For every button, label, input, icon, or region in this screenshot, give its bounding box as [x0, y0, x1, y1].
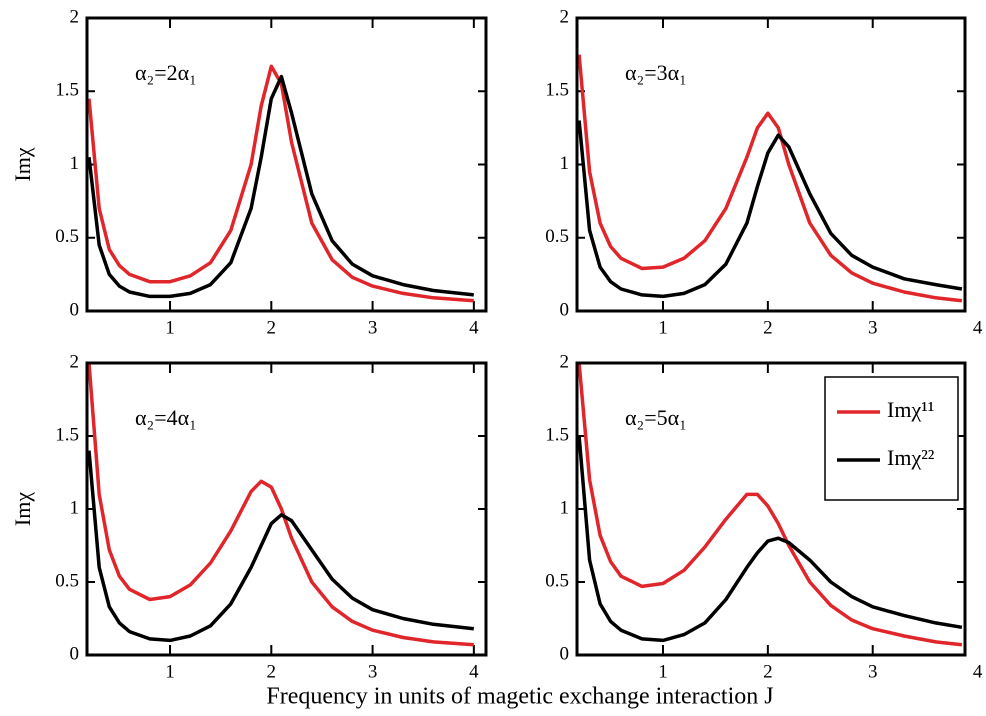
y-tick-label: 1.5 — [545, 424, 569, 445]
x-tick-label: 1 — [165, 661, 175, 682]
curve — [87, 450, 474, 643]
y-axis-label: Imχ — [10, 492, 35, 526]
x-tick-label: 3 — [368, 317, 378, 338]
x-tick-label: 2 — [267, 661, 277, 682]
y-tick-label: 0 — [70, 299, 80, 320]
y-tick-label: 2 — [560, 351, 570, 372]
legend-label: Imχ²² — [887, 445, 935, 470]
curve — [87, 64, 474, 303]
x-tick-label: 3 — [368, 661, 378, 682]
subplot: 0 0.5 1 1.5 2 1 2 3 4 α₂=5α₁ Imχ¹¹ Imχ²² — [545, 351, 983, 682]
x-tick-label: 2 — [763, 661, 773, 682]
y-tick-label: 0.5 — [55, 226, 79, 247]
y-tick-label: 0 — [560, 299, 570, 320]
curve — [577, 435, 963, 643]
annotation: α₂=3α₁ — [625, 60, 687, 85]
subplot: 0 0.5 1 1.5 2 1 2 3 4 α₂=3α₁ — [545, 6, 983, 338]
x-tick-label: 1 — [658, 661, 668, 682]
y-tick-label: 0.5 — [55, 570, 79, 591]
x-tick-label: 1 — [658, 317, 668, 338]
annotation: α₂=2α₁ — [135, 60, 197, 85]
x-tick-label: 4 — [973, 661, 983, 682]
curve — [577, 363, 963, 647]
y-tick-label: 2 — [560, 6, 570, 27]
x-tick-label: 1 — [165, 317, 175, 338]
curves — [577, 54, 963, 303]
subplot: 0 0.5 1 1.5 2 1 2 3 4 Imχ α₂=2α₁ — [10, 6, 488, 338]
subplot: 0 0.5 1 1.5 2 1 2 3 4 Imχ α₂=4α₁ — [10, 351, 488, 682]
curve — [577, 54, 963, 303]
curves — [87, 64, 474, 303]
y-tick-label: 1 — [560, 153, 570, 174]
curve — [87, 74, 474, 299]
plot-frame — [575, 361, 967, 657]
annotation: α₂=5α₁ — [625, 405, 687, 430]
y-tick-label: 1 — [70, 153, 80, 174]
x-tick-label: 4 — [469, 317, 479, 338]
y-tick-label: 2 — [70, 351, 80, 372]
plot-frame — [85, 361, 488, 657]
y-tick-label: 0 — [560, 643, 570, 664]
plot-frame — [575, 16, 967, 313]
y-tick-label: 1 — [560, 497, 570, 518]
y-tick-label: 0 — [70, 643, 80, 664]
y-tick-label: 1.5 — [55, 80, 79, 101]
curve — [87, 363, 474, 647]
legend-box — [824, 376, 959, 501]
curve — [577, 120, 963, 299]
x-tick-label: 4 — [973, 317, 983, 338]
x-tick-label: 2 — [267, 317, 277, 338]
x-tick-label: 2 — [763, 317, 773, 338]
x-tick-label: 3 — [868, 661, 878, 682]
y-tick-label: 2 — [70, 6, 80, 27]
curves — [577, 363, 963, 647]
x-axis-label: Frequency in units of magetic exchange i… — [266, 684, 773, 710]
plot-frame — [85, 16, 488, 313]
curves — [87, 363, 474, 647]
annotation: α₂=4α₁ — [135, 405, 197, 430]
y-tick-label: 1.5 — [55, 424, 79, 445]
legend-label: Imχ¹¹ — [887, 397, 934, 422]
y-tick-label: 0.5 — [545, 226, 569, 247]
y-tick-label: 1 — [70, 497, 80, 518]
y-axis-label: Imχ — [10, 147, 35, 181]
y-tick-label: 1.5 — [545, 80, 569, 101]
x-tick-label: 3 — [868, 317, 878, 338]
x-tick-label: 4 — [469, 661, 479, 682]
y-tick-label: 0.5 — [545, 570, 569, 591]
